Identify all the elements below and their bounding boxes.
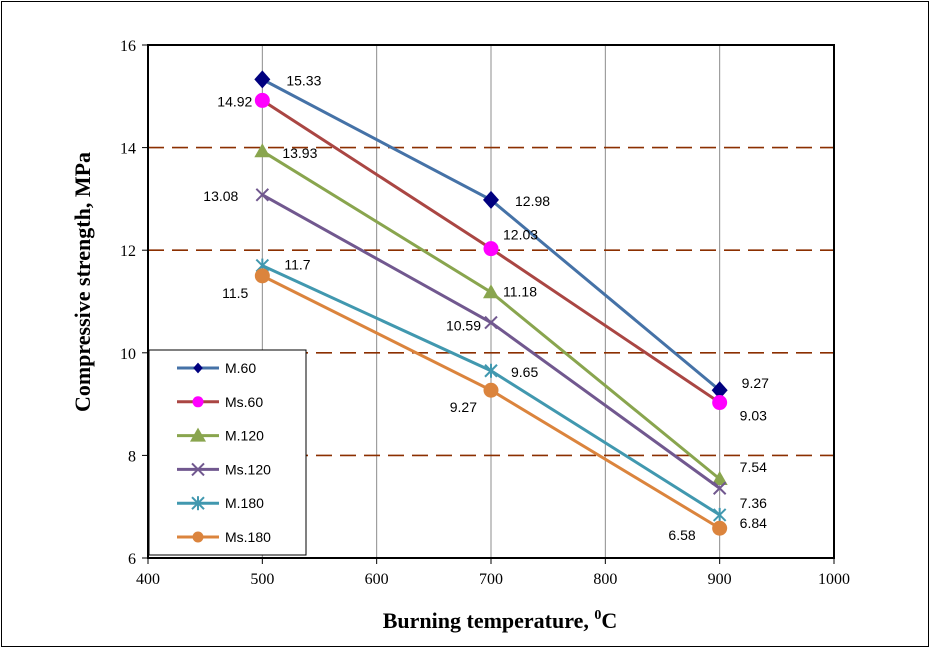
data-point xyxy=(254,143,271,158)
legend-label: Ms.180 xyxy=(225,529,271,545)
series-ms-180 xyxy=(254,268,728,536)
data-label: 11.5 xyxy=(222,285,248,301)
x-tick-label: 700 xyxy=(479,571,503,588)
data-point xyxy=(712,395,728,411)
data-label: 6.58 xyxy=(668,527,695,543)
data-labels-layer: 15.33 12.98 9.27 14.92 12.03 9.03 13.93 11.18 7.… xyxy=(203,72,769,543)
data-label: 9.27 xyxy=(450,399,477,415)
legend-label: M.120 xyxy=(225,428,264,444)
data-point xyxy=(255,188,270,202)
data-label: 13.93 xyxy=(282,145,317,161)
data-point xyxy=(254,70,271,89)
y-tick-label: 16 xyxy=(120,38,136,55)
y-tick-label: 6 xyxy=(128,551,136,568)
data-point xyxy=(484,315,498,330)
data-label: 10.59 xyxy=(446,318,481,334)
y-tick-label: 10 xyxy=(120,346,136,363)
data-point xyxy=(254,268,270,284)
legend-marker xyxy=(190,427,206,442)
legend-label: M.60 xyxy=(225,360,256,376)
legend-label: Ms.120 xyxy=(225,461,271,477)
series-ms-60 xyxy=(254,92,728,411)
data-point xyxy=(483,284,499,299)
data-label: 6.84 xyxy=(740,515,767,531)
data-point xyxy=(483,241,499,257)
legend-label: M.180 xyxy=(225,495,264,511)
series-m-120 xyxy=(254,143,728,485)
legend: M.60 Ms.60 M.120 Ms.120 M.180 Ms.180 xyxy=(148,349,307,556)
series-m-180 xyxy=(255,258,727,522)
data-label: 12.03 xyxy=(503,227,538,243)
data-label: 9.65 xyxy=(511,364,538,380)
series-ms-120 xyxy=(255,188,727,495)
legend-item: M.180 xyxy=(177,495,264,511)
x-tick-label: 1000 xyxy=(818,571,850,588)
data-point xyxy=(254,92,270,108)
data-label: 13.08 xyxy=(203,188,238,204)
data-label: 11.18 xyxy=(503,283,537,299)
y-tick-label: 8 xyxy=(128,448,136,465)
axis-ticks: 400 500 600 700 800 900 1000 6 8 10 12 14 16 xyxy=(120,38,850,588)
series-m-60 xyxy=(254,70,728,400)
x-tick-label: 400 xyxy=(136,571,160,588)
legend-item: Ms.60 xyxy=(177,394,263,410)
legend-item: M.120 xyxy=(177,427,264,444)
data-label: 7.54 xyxy=(740,459,767,475)
data-point xyxy=(711,381,728,400)
data-label: 9.03 xyxy=(740,408,767,424)
y-tick-label: 12 xyxy=(120,243,136,260)
y-tick-label: 14 xyxy=(120,141,136,158)
data-label: 7.36 xyxy=(740,495,767,511)
series-layer xyxy=(254,70,728,536)
data-point xyxy=(712,481,727,495)
data-point xyxy=(712,507,727,522)
data-point xyxy=(483,190,499,209)
legend-item: Ms.180 xyxy=(177,529,271,545)
x-tick-label: 500 xyxy=(250,571,274,588)
data-label: 12.98 xyxy=(515,193,550,209)
legend-marker xyxy=(192,531,204,543)
x-tick-label: 900 xyxy=(708,571,732,588)
data-label: 14.92 xyxy=(217,93,252,109)
x-tick-label: 600 xyxy=(365,571,389,588)
y-axis-title: Compressive strength, MPa xyxy=(70,152,95,412)
legend-marker xyxy=(191,496,205,511)
data-point xyxy=(711,470,728,485)
data-label: 9.27 xyxy=(742,375,769,391)
legend-item: Ms.120 xyxy=(177,461,271,477)
data-point xyxy=(483,382,499,398)
data-label: 11.7 xyxy=(284,257,310,273)
data-label: 15.33 xyxy=(286,72,321,88)
legend-box xyxy=(148,349,307,556)
data-point xyxy=(712,520,728,536)
data-point xyxy=(484,363,498,378)
legend-marker xyxy=(191,462,205,477)
x-tick-label: 800 xyxy=(593,571,617,588)
legend-label: Ms.60 xyxy=(225,394,263,410)
x-axis-title: Burning temperature, 0C xyxy=(383,608,618,633)
legend-item: M.60 xyxy=(177,360,256,376)
legend-marker xyxy=(192,396,204,408)
